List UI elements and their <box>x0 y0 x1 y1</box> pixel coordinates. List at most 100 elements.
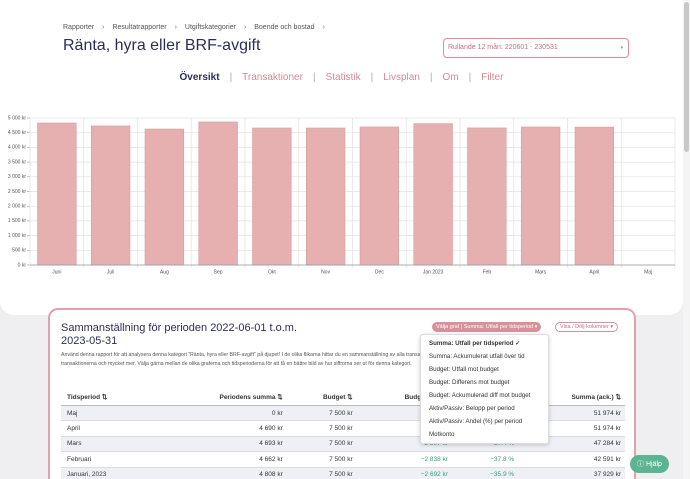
bar <box>37 122 77 266</box>
y-tick-label: 5 000 kr <box>8 115 26 121</box>
tab[interactable]: Livsplan <box>383 72 420 83</box>
x-tick-label: Sep <box>214 269 223 275</box>
scrollbar-thumb <box>684 2 689 152</box>
y-tick-label: 0 kr <box>18 262 27 268</box>
y-tick-label: 3 000 kr <box>8 174 26 180</box>
x-tick-label: Dec <box>375 269 384 275</box>
table-cell: −35.9 % <box>451 467 519 479</box>
table-row: Februari 4 662 kr 7 500 kr −2 838 kr −37.8 %… <box>61 451 625 468</box>
table-cell: −2 692 kr <box>356 467 452 479</box>
graph-menu: Summa: Utfall per tidsperiod ✓ Summa: Ack… <box>420 334 549 444</box>
menu-item[interactable]: Summa: Ackumulerat utfall över tid <box>429 353 525 360</box>
menu-item[interactable]: Budget: Ackumulerad diff mot budget <box>429 392 531 399</box>
column-header[interactable]: Periodens summa ⇅ <box>154 389 287 406</box>
bar <box>252 127 292 266</box>
period-select[interactable]: Rullande 12 mån: 220601 - 230531 ▾ <box>443 38 629 58</box>
x-tick-label: Okt <box>268 269 276 275</box>
table-cell: 7 500 kr <box>286 420 357 437</box>
summary-title: Sammanställning för perioden 2022-06-01 … <box>61 322 298 347</box>
table-cell: 0 kr <box>154 405 287 422</box>
tab[interactable]: Om <box>442 72 459 83</box>
bar <box>90 125 131 266</box>
table-cell: Mars <box>61 436 155 453</box>
menu-item[interactable]: Aktiv/Passiv: Belopp per period <box>429 405 515 412</box>
y-tick-label: 4 500 kr <box>8 130 26 136</box>
x-tick-label: Juni <box>52 269 61 275</box>
y-tick-label: 2 500 kr <box>8 189 26 195</box>
table-cell: April <box>61 420 155 437</box>
table-cell: 7 500 kr <box>286 467 357 479</box>
x-tick-label: Jan 2023 <box>423 269 444 275</box>
tab-separator: | <box>312 72 316 83</box>
help-button[interactable]: ⓘ Hjälp <box>630 455 669 473</box>
menu-item[interactable]: Budget: Utfall mot budget <box>429 366 499 373</box>
y-tick-label: 500 kr <box>12 248 26 254</box>
bar <box>305 127 346 266</box>
x-tick-label: Feb <box>483 269 492 275</box>
tab-separator: | <box>429 72 433 83</box>
bar <box>467 127 507 266</box>
column-header[interactable]: Budget ⇅ <box>286 389 357 406</box>
bar <box>144 128 185 266</box>
breadcrumb[interactable]: Rapporter <box>63 24 95 31</box>
summary-description: Använd denna rapport för att analysera d… <box>61 352 487 367</box>
table-cell: 7 500 kr <box>286 451 357 468</box>
bar <box>198 121 238 266</box>
tab[interactable]: Transaktioner <box>242 72 303 83</box>
period-select-text: Rullande 12 mån: 220601 - 230531 <box>448 44 558 51</box>
chart: 0 kr 500 kr 1 000 kr 1 500 kr 2 000 kr 2 500 … <box>8 115 676 275</box>
y-tick-label: 2 000 kr <box>8 204 26 210</box>
breadcrumb-separator: › <box>102 24 105 31</box>
x-tick-label: Mars <box>535 269 547 275</box>
bar <box>359 126 400 266</box>
table-cell: Januari, 2023 <box>61 467 155 479</box>
tab-separator: | <box>370 72 374 83</box>
breadcrumb-separator: › <box>243 24 247 31</box>
graph-button[interactable]: Välja graf | Summa: Utfall per tidsperio… <box>432 322 542 332</box>
x-tick-label: Maj <box>644 269 652 275</box>
table-cell: 42 591 kr <box>518 451 625 468</box>
table-cell: 4 808 kr <box>154 467 287 479</box>
y-tick-label: 4 000 kr <box>8 145 26 151</box>
bar <box>520 126 561 266</box>
breadcrumbs: Rapporter › Resultatrapporter › Utgiftskateg… <box>63 24 333 31</box>
table-cell: 4 690 kr <box>154 420 287 437</box>
table-cell: 7 500 kr <box>286 405 357 422</box>
column-header[interactable]: Tidsperiod ⇅ <box>61 389 155 406</box>
columns-button[interactable]: Visa / Dölj kolumner ▾ <box>555 322 619 332</box>
breadcrumb[interactable]: Resultatrapporter <box>112 24 167 31</box>
x-tick-label: Juli <box>107 269 115 275</box>
table-cell: 4 662 kr <box>154 451 287 468</box>
y-tick-label: 3 500 kr <box>8 159 26 165</box>
summary-card: Sammanställning för perioden 2022-06-01 … <box>48 308 636 479</box>
x-tick-label: Aug <box>160 269 169 275</box>
help-text: Hjälp <box>645 461 662 468</box>
tabs: Översikt | Transaktioner | Statistik | Livspla… <box>0 72 683 83</box>
tab-separator: | <box>229 72 233 83</box>
breadcrumb[interactable]: Boende och bostad <box>254 24 315 31</box>
select-caret: ▾ <box>620 45 623 51</box>
menu-item[interactable]: Budget: Differens mot budget <box>429 379 510 386</box>
y-tick-label: 1 000 kr <box>8 233 26 239</box>
menu-item[interactable]: Aktiv/Passiv: Andel (%) per period <box>429 418 523 425</box>
table-cell: 7 500 kr <box>286 436 357 453</box>
x-tick-label: Nov <box>321 269 330 275</box>
table-cell: −2 838 kr <box>356 451 452 468</box>
tab-separator: | <box>468 72 472 83</box>
page-title: Ränta, hyra eller BRF-avgift <box>63 37 261 54</box>
x-tick-label: April <box>589 269 599 275</box>
bar <box>413 123 453 266</box>
tab[interactable]: Filter <box>481 72 504 83</box>
table-cell: Maj <box>61 405 155 422</box>
table-cell: −37.8 % <box>451 451 519 468</box>
tab[interactable]: Översikt <box>179 72 220 83</box>
breadcrumb[interactable]: Utgiftskategorier <box>184 24 236 31</box>
table-cell: 37 929 kr <box>518 467 625 479</box>
tab[interactable]: Statistik <box>325 72 361 83</box>
table-cell: 4 693 kr <box>154 436 287 453</box>
scrollbar <box>683 0 690 479</box>
menu-item[interactable]: Motkonto <box>429 431 455 438</box>
y-tick-label: 1 500 kr <box>8 218 26 224</box>
menu-item[interactable]: Summa: Utfall per tidsperiod ✓ <box>429 340 521 347</box>
